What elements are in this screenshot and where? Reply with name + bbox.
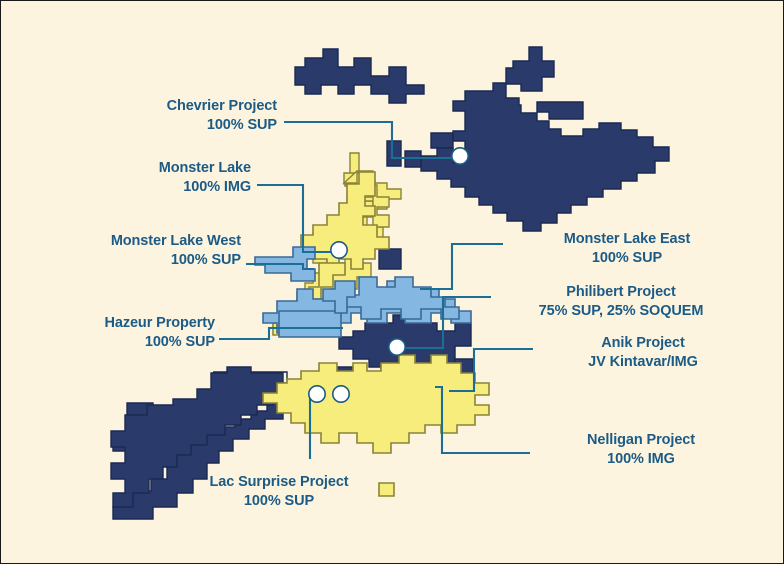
map-label-lac-surprise: Lac Surprise Project 100% SUP bbox=[199, 473, 359, 512]
navy-claim-small-box-b bbox=[386, 140, 402, 167]
map-label-hazeur-property-ownership: 100% SUP bbox=[144, 334, 215, 351]
leader-line-chevrier bbox=[284, 120, 452, 160]
leader-line-group bbox=[219, 120, 533, 459]
leader-line-hazeur bbox=[219, 326, 343, 341]
navy-claim-midsquare bbox=[378, 248, 402, 270]
map-label-monster-lake-west: Monster Lake West 100% SUP bbox=[19, 232, 241, 271]
map-label-philibert-ownership: 75% SUP, 25% SOQUEM bbox=[538, 303, 704, 320]
map-label-nelligan-name: Nelligan Project bbox=[587, 432, 695, 448]
map-label-philibert-name: Philibert Project bbox=[566, 284, 676, 300]
yellow-claim-nelligan bbox=[262, 354, 490, 454]
map-label-monster-lake-east-name: Monster Lake East bbox=[563, 231, 691, 247]
leader-line-nelligan bbox=[435, 385, 530, 455]
map-label-monster-lake-east: Monster Lake East 100% SUP bbox=[507, 230, 747, 269]
navy-claim-ne-finger-1 bbox=[505, 46, 555, 92]
yellow-claim-core bbox=[346, 184, 390, 228]
map-label-monster-lake-west-name: Monster Lake West bbox=[110, 233, 241, 249]
marker-nelligan[interactable] bbox=[331, 384, 350, 403]
lightblue-claim-hazeur-west bbox=[278, 310, 342, 338]
map-label-philibert: Philibert Project 75% SUP, 25% SOQUEM bbox=[496, 283, 746, 322]
leader-line-monster-lake-west bbox=[246, 262, 314, 271]
navy-claim-group bbox=[110, 46, 670, 520]
map-label-chevrier-ownership: 100% SUP bbox=[206, 117, 277, 134]
marker-philibert[interactable] bbox=[387, 337, 406, 356]
map-label-monster-lake-name: Monster Lake bbox=[158, 160, 251, 176]
yellow-claim-isolated-square bbox=[378, 482, 395, 497]
lightblue-claim-monster-lake-east bbox=[344, 276, 460, 320]
map-label-lac-surprise-ownership: 100% SUP bbox=[243, 493, 315, 510]
map-label-nelligan-ownership: 100% IMG bbox=[607, 451, 675, 468]
marker-group bbox=[307, 147, 469, 403]
leader-line-philibert bbox=[404, 295, 491, 350]
marker-monster-lake[interactable] bbox=[329, 241, 348, 260]
map-label-anik-name: Anik Project bbox=[601, 335, 685, 351]
map-label-hazeur-property-name: Hazeur Property bbox=[104, 315, 215, 331]
map-label-monster-lake-east-ownership: 100% SUP bbox=[591, 250, 663, 267]
map-label-nelligan: Nelligan Project 100% IMG bbox=[534, 431, 748, 470]
navy-claim-ne-finger-2 bbox=[536, 101, 584, 120]
leader-line-monster-lake bbox=[257, 183, 332, 254]
navy-claim-chevrier-main bbox=[420, 82, 670, 232]
lightblue-claim-group bbox=[254, 246, 472, 338]
map-label-monster-lake: Monster Lake 100% IMG bbox=[19, 159, 251, 198]
map-label-monster-lake-ownership: 100% IMG bbox=[183, 179, 251, 196]
lightblue-claim-mid-vertical bbox=[322, 280, 356, 314]
map-label-anik-ownership: JV Kintavar/IMG bbox=[588, 354, 698, 371]
map-label-hazeur-property: Hazeur Property 100% SUP bbox=[19, 314, 215, 353]
map-label-lac-surprise-name: Lac Surprise Project bbox=[209, 474, 349, 490]
navy-claim-north-chain bbox=[294, 48, 425, 104]
map-label-chevrier: Chevrier Project 100% SUP bbox=[19, 97, 278, 136]
map-label-chevrier-name: Chevrier Project bbox=[166, 98, 278, 114]
map-label-monster-lake-west-ownership: 100% SUP bbox=[170, 252, 241, 269]
navy-claim-small-box-a bbox=[430, 132, 454, 149]
marker-chevrier[interactable] bbox=[450, 147, 469, 166]
leader-line-anik bbox=[449, 347, 533, 393]
marker-lac-surprise[interactable] bbox=[307, 384, 326, 403]
yellow-claim-central bbox=[300, 171, 390, 270]
leader-line-monster-lake-east bbox=[420, 242, 503, 291]
map-label-anik: Anik Project JV Kintavar/IMG bbox=[538, 334, 748, 373]
